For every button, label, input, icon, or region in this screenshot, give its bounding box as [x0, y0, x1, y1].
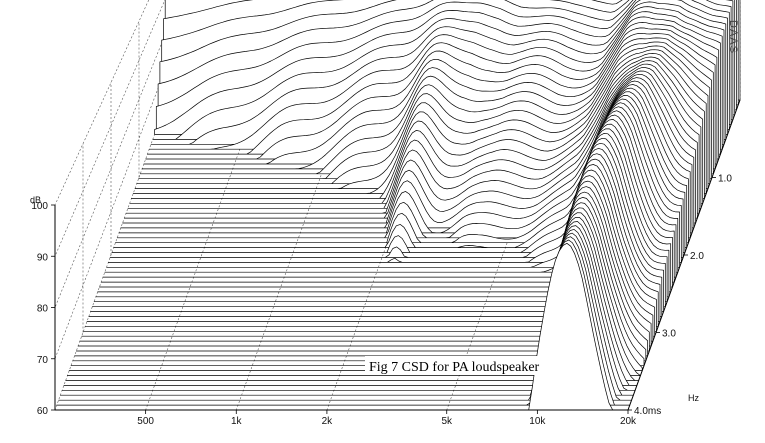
x-tick-label: 500 — [137, 416, 154, 427]
y-tick-label: 100 — [31, 201, 48, 212]
y-tick-label: 90 — [37, 252, 49, 263]
side-wall-grid — [54, 0, 168, 411]
time-tick-label: 1.0 — [718, 174, 732, 185]
level-unit-label: dB — [30, 195, 41, 205]
x-tick-label: 20k — [620, 416, 637, 427]
side-wall-level-gridline — [54, 29, 168, 308]
brand-watermark: DAAS — [727, 20, 739, 54]
title-background — [365, 356, 558, 375]
frequency-unit-label: Hz — [688, 393, 699, 403]
time-tick-label: 4.0ms — [634, 406, 661, 417]
side-wall-level-gridline — [54, 0, 166, 257]
floor-frequency-gridline — [446, 99, 560, 411]
x-tick-label: 5k — [441, 416, 453, 427]
floor-frequency-gridline — [235, 99, 349, 411]
y-tick-labels: 60 70 80 90 100 — [31, 201, 55, 417]
x-tick-label: 2k — [322, 416, 334, 427]
csd-slice — [54, 242, 629, 411]
side-wall-level-gridline — [54, 0, 150, 206]
waterfall-slices — [54, 0, 741, 411]
x-tick-label: 10k — [529, 416, 546, 427]
chart-title-box: Fig 7 CSD for PA loudspeaker — [365, 356, 558, 375]
floor-frequency-gridline — [326, 99, 440, 411]
time-tick-label: 2.0 — [690, 251, 704, 262]
time-tick-labels: 1.0 2.0 3.0 4.0ms — [628, 174, 732, 417]
y-tick-label: 80 — [37, 304, 49, 315]
y-tick-label: 60 — [37, 406, 49, 417]
side-wall-level-gridline — [54, 64, 168, 359]
floor-frequency-gridline — [145, 99, 258, 411]
x-tick-labels: 500 1k 2k 5k 10k 20k — [137, 410, 637, 427]
csd-slice — [123, 70, 698, 219]
x-tick-label: 1k — [231, 416, 243, 427]
chart-title: Fig 7 CSD for PA loudspeaker — [369, 360, 540, 375]
y-tick-label: 70 — [37, 355, 49, 366]
csd-slice — [125, 67, 700, 214]
time-tick-label: 3.0 — [662, 329, 676, 340]
